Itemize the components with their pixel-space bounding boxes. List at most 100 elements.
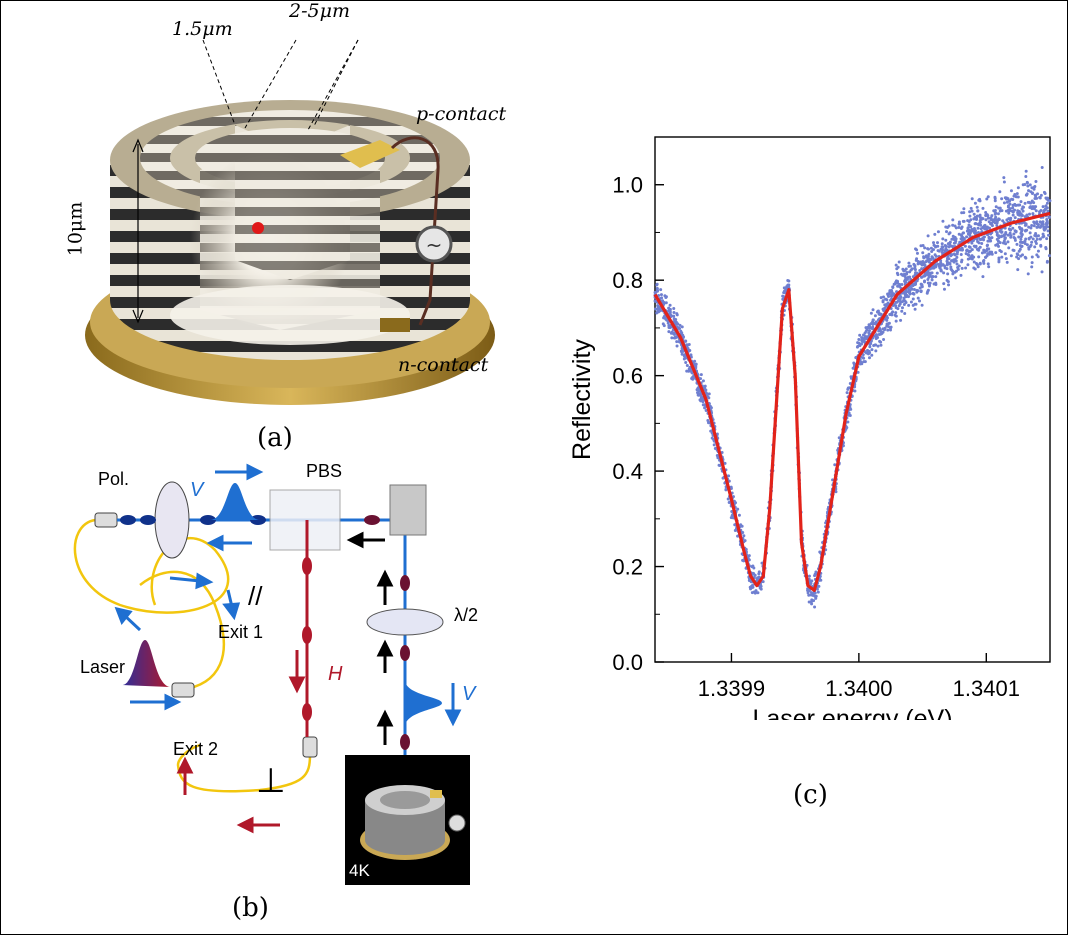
- scatter-point: [989, 218, 993, 222]
- scatter-point: [1024, 256, 1028, 260]
- scatter-point: [914, 271, 918, 275]
- scatter-point: [1002, 201, 1006, 205]
- scatter-point: [809, 600, 813, 604]
- scatter-point: [984, 249, 988, 253]
- scatter-point: [913, 307, 917, 311]
- half-wave-plate: [366, 608, 444, 636]
- scatter-point: [967, 250, 971, 254]
- scatter-point: [899, 318, 903, 322]
- exit1-label: Exit 1: [218, 622, 264, 642]
- plot-frame: [654, 136, 1051, 663]
- scatter-point: [969, 206, 973, 210]
- scatter-point: [1002, 239, 1006, 243]
- scatter-point: [667, 330, 671, 334]
- scatter-point: [948, 231, 952, 235]
- scatter-point: [1034, 234, 1038, 238]
- scatter-point: [868, 345, 872, 349]
- scatter-point: [1019, 254, 1023, 258]
- y-tick-label: 0.0: [612, 650, 643, 675]
- scatter-point: [814, 596, 818, 600]
- scatter-point: [976, 226, 980, 230]
- scatter-point: [941, 237, 945, 241]
- scatter-point: [894, 301, 898, 305]
- scatter-point: [1043, 208, 1047, 212]
- scatter-point: [810, 602, 814, 606]
- scatter-point: [926, 234, 930, 238]
- scatter-point: [1019, 200, 1023, 204]
- scatter-point: [1036, 223, 1040, 227]
- scatter-point: [694, 363, 698, 367]
- scatter-point: [1031, 237, 1035, 241]
- scatter-point: [953, 270, 957, 274]
- scatter-point: [861, 353, 865, 357]
- scatter-point: [951, 272, 955, 276]
- scatter-point: [982, 226, 986, 230]
- scatter-point: [1024, 174, 1028, 178]
- scatter-point: [874, 343, 878, 347]
- scatter-point: [995, 224, 999, 228]
- scatter-point: [755, 577, 759, 581]
- scatter-point: [946, 272, 950, 276]
- scatter-point: [869, 311, 873, 315]
- scatter-point: [684, 361, 688, 365]
- scatter-point: [994, 215, 998, 219]
- scatter-point: [1000, 255, 1004, 259]
- scatter-point: [1028, 212, 1032, 216]
- scatter-point: [916, 259, 920, 263]
- scatter-point: [717, 463, 721, 467]
- scatter-point: [966, 227, 970, 231]
- scatter-point: [902, 269, 906, 273]
- blue-arrows: [114, 463, 462, 727]
- scatter-point: [983, 255, 987, 259]
- scatter-point: [707, 392, 711, 396]
- scatter-point: [981, 206, 985, 210]
- scatter-point: [655, 283, 659, 287]
- scatter-point: [972, 226, 976, 230]
- scatter-point: [944, 225, 948, 229]
- pbs-cube: [269, 489, 341, 551]
- scatter-point: [995, 221, 999, 225]
- scatter-point: [998, 190, 1002, 194]
- scatter-point: [950, 237, 954, 241]
- scatter-point: [1025, 192, 1029, 196]
- scatter-point: [993, 212, 997, 216]
- scatter-point: [908, 291, 912, 295]
- scatter-point: [1033, 184, 1037, 188]
- scatter-point: [681, 333, 685, 337]
- scatter-point: [1044, 245, 1048, 249]
- scatter-point: [1028, 205, 1032, 209]
- scatter-point: [699, 373, 703, 377]
- scatter-point: [680, 352, 684, 356]
- scatter-point: [1048, 199, 1052, 203]
- scatter-point: [950, 259, 954, 263]
- scatter-point: [963, 244, 967, 248]
- scatter-point: [670, 336, 674, 340]
- temp-label: 4K: [349, 861, 370, 880]
- scatter-point: [786, 283, 790, 287]
- scatter-point: [913, 266, 917, 270]
- scatter-point: [946, 256, 950, 260]
- scatter-point: [981, 275, 985, 279]
- ac-source-icon: [415, 225, 453, 263]
- scatter-point: [915, 251, 919, 255]
- scatter-point: [966, 253, 970, 257]
- scatter-point: [1047, 254, 1051, 258]
- scatter-point: [675, 344, 679, 348]
- scatter-point: [1002, 180, 1006, 184]
- scatter-point: [876, 344, 880, 348]
- scatter-point: [1045, 201, 1049, 205]
- scatter-point: [932, 241, 936, 245]
- scatter-point: [1047, 215, 1051, 219]
- scatter-point: [675, 313, 679, 317]
- scatter-point: [1004, 257, 1008, 261]
- scatter-point: [998, 209, 1002, 213]
- scatter-point: [932, 243, 936, 247]
- scatter-point: [899, 295, 903, 299]
- scatter-point: [931, 248, 935, 252]
- scatter-point: [947, 224, 951, 228]
- scatter-point: [1032, 224, 1036, 228]
- caption-c: (c): [793, 780, 828, 810]
- scatter-point: [1009, 189, 1013, 193]
- scatter-point: [856, 344, 860, 348]
- scatter-point: [1030, 200, 1034, 204]
